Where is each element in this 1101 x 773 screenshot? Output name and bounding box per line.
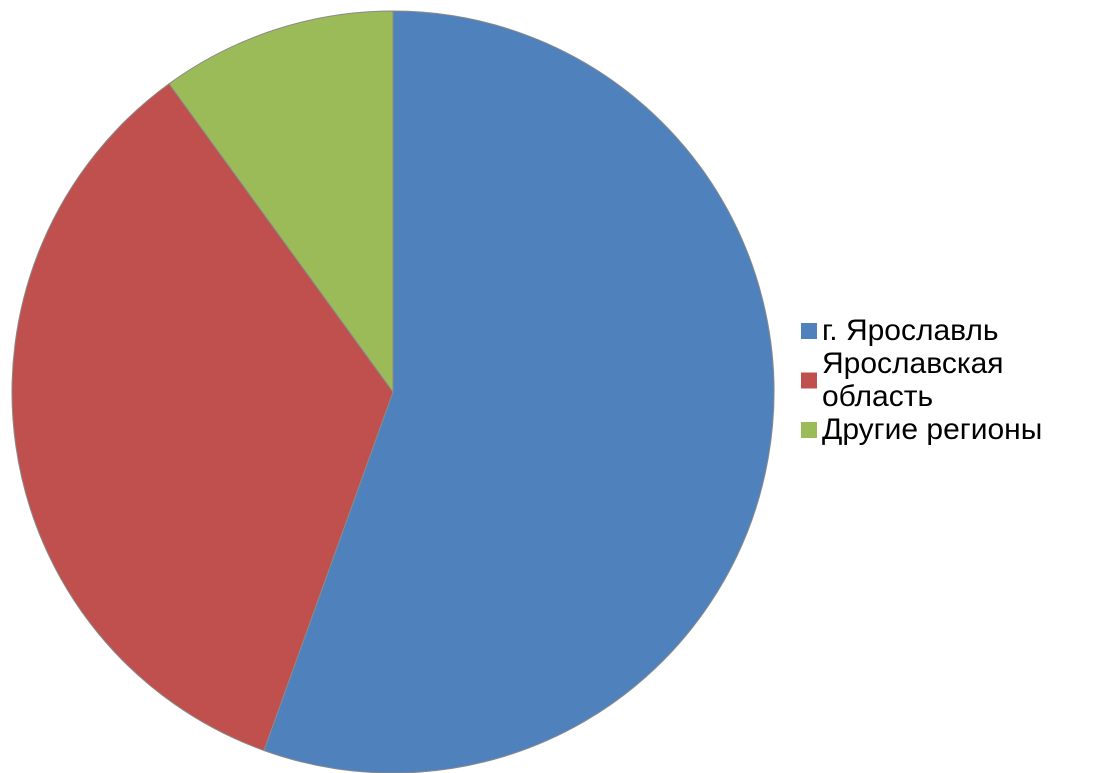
pie-slice-2 (168, 10, 394, 394)
legend-label-1-line-1: область (822, 380, 933, 413)
legend-label-2: Другие регионы (822, 413, 1042, 446)
legend-marker-0 (801, 323, 817, 339)
legend-label-1-line-0: Ярославская (822, 347, 1004, 380)
pie-slice-1 (11, 83, 394, 752)
legend-marker-1 (801, 372, 817, 389)
legend-label-0: г. Ярославль (822, 314, 999, 347)
pie-slices (11, 10, 775, 773)
legend-marker-2 (801, 422, 817, 438)
pie-slice-0 (263, 10, 775, 773)
